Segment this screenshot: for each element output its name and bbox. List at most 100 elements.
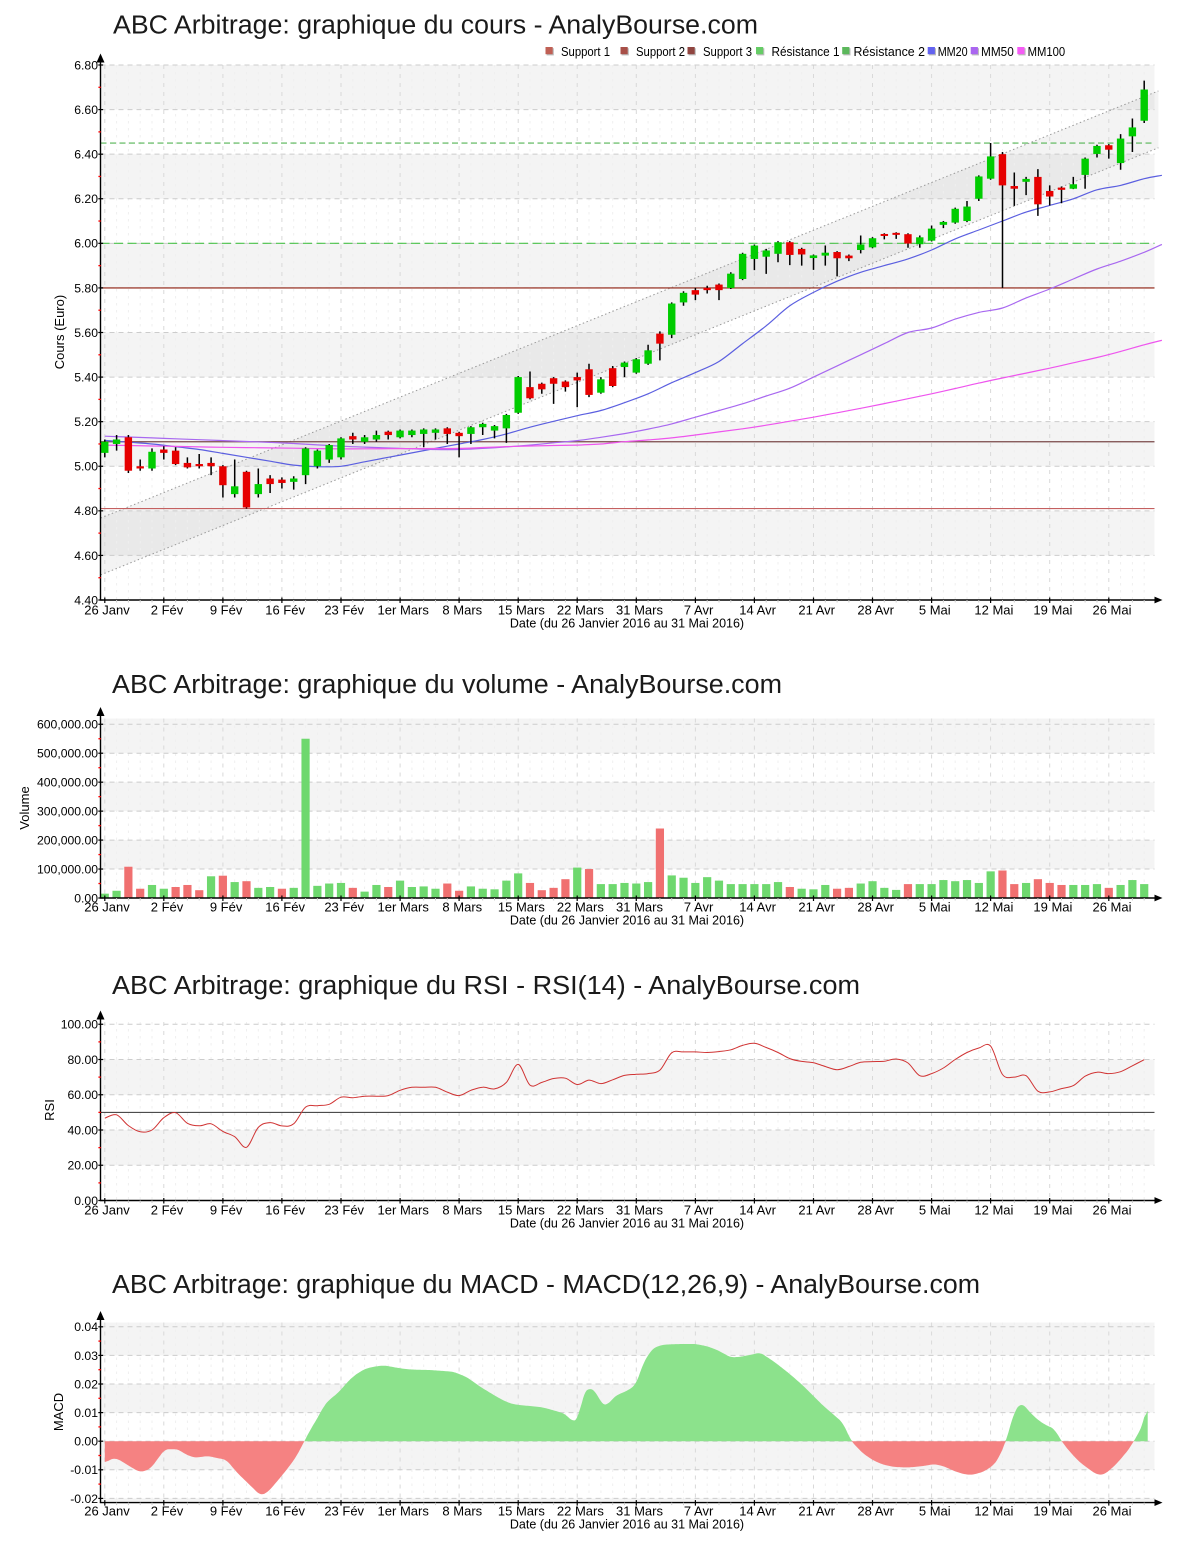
svg-text:14 Avr: 14 Avr bbox=[739, 1203, 776, 1218]
svg-text:5 Mai: 5 Mai bbox=[919, 900, 951, 915]
svg-text:80.00: 80.00 bbox=[68, 1053, 99, 1067]
svg-text:Date (du 26 Janvier 2016 au 31: Date (du 26 Janvier 2016 au 31 Mai 2016) bbox=[510, 1518, 744, 1532]
svg-text:15 Mars: 15 Mars bbox=[498, 900, 545, 915]
svg-text:9 Fév: 9 Fév bbox=[210, 900, 243, 915]
svg-text:6.00: 6.00 bbox=[74, 237, 98, 251]
svg-text:-0.02: -0.02 bbox=[70, 1492, 98, 1506]
svg-text:0.03: 0.03 bbox=[74, 1349, 98, 1363]
svg-text:26 Janv: 26 Janv bbox=[84, 603, 130, 618]
svg-text:23 Fév: 23 Fév bbox=[324, 900, 364, 915]
svg-text:500,000.00: 500,000.00 bbox=[37, 747, 98, 761]
svg-text:16 Fév: 16 Fév bbox=[265, 900, 305, 915]
svg-text:5 Mai: 5 Mai bbox=[919, 1504, 951, 1519]
svg-text:12 Mai: 12 Mai bbox=[974, 1504, 1013, 1519]
svg-text:26 Janv: 26 Janv bbox=[84, 1203, 130, 1218]
svg-text:5.80: 5.80 bbox=[74, 281, 98, 295]
svg-text:Support 2: Support 2 bbox=[636, 45, 685, 59]
svg-text:12 Mai: 12 Mai bbox=[974, 900, 1013, 915]
svg-text:21 Avr: 21 Avr bbox=[798, 603, 835, 618]
svg-text:31 Mars: 31 Mars bbox=[616, 900, 663, 915]
svg-text:ABC Arbitrage: graphique du MA: ABC Arbitrage: graphique du MACD - MACD(… bbox=[112, 1271, 980, 1299]
svg-text:2 Fév: 2 Fév bbox=[151, 1203, 184, 1218]
svg-text:6.40: 6.40 bbox=[74, 148, 98, 162]
svg-text:6.20: 6.20 bbox=[74, 192, 98, 206]
svg-text:19 Mai: 19 Mai bbox=[1033, 900, 1072, 915]
svg-text:23 Fév: 23 Fév bbox=[324, 1504, 364, 1519]
svg-text:15 Mars: 15 Mars bbox=[498, 603, 545, 618]
svg-text:22 Mars: 22 Mars bbox=[557, 1504, 604, 1519]
svg-text:600,000.00: 600,000.00 bbox=[37, 718, 98, 732]
svg-text:0.00: 0.00 bbox=[74, 1194, 98, 1208]
svg-text:16 Fév: 16 Fév bbox=[265, 603, 305, 618]
svg-text:31 Mars: 31 Mars bbox=[616, 1203, 663, 1218]
svg-text:1er Mars: 1er Mars bbox=[378, 603, 430, 618]
svg-text:2 Fév: 2 Fév bbox=[151, 603, 184, 618]
svg-text:300,000.00: 300,000.00 bbox=[37, 805, 98, 819]
svg-text:7 Avr: 7 Avr bbox=[684, 1203, 714, 1218]
svg-text:2 Fév: 2 Fév bbox=[151, 900, 184, 915]
svg-text:26 Janv: 26 Janv bbox=[84, 1504, 130, 1519]
svg-text:Volume: Volume bbox=[17, 786, 32, 829]
svg-text:ABC Arbitrage: graphique du co: ABC Arbitrage: graphique du cours - Anal… bbox=[113, 12, 758, 40]
svg-text:9 Fév: 9 Fév bbox=[210, 1203, 243, 1218]
svg-text:Date (du 26 Janvier 2016 au 31: Date (du 26 Janvier 2016 au 31 Mai 2016) bbox=[510, 1217, 744, 1231]
svg-text:Date (du 26 Janvier 2016 au 31: Date (du 26 Janvier 2016 au 31 Mai 2016) bbox=[510, 914, 744, 928]
svg-text:Résistance 1: Résistance 1 bbox=[772, 45, 840, 59]
svg-text:14 Avr: 14 Avr bbox=[739, 603, 776, 618]
svg-text:20.00: 20.00 bbox=[68, 1159, 99, 1173]
svg-text:5.00: 5.00 bbox=[74, 460, 98, 474]
svg-text:14 Avr: 14 Avr bbox=[739, 1504, 776, 1519]
svg-text:28 Avr: 28 Avr bbox=[857, 1504, 894, 1519]
svg-text:21 Avr: 21 Avr bbox=[798, 1203, 835, 1218]
svg-text:16 Fév: 16 Fév bbox=[265, 1504, 305, 1519]
svg-text:Date (du 26 Janvier 2016 au 31: Date (du 26 Janvier 2016 au 31 Mai 2016) bbox=[510, 617, 744, 631]
svg-text:22 Mars: 22 Mars bbox=[557, 1203, 604, 1218]
svg-text:6.80: 6.80 bbox=[74, 58, 98, 72]
svg-text:Résistance 2: Résistance 2 bbox=[854, 45, 926, 59]
svg-text:12 Mai: 12 Mai bbox=[974, 1203, 1013, 1218]
svg-text:31 Mars: 31 Mars bbox=[616, 603, 663, 618]
svg-text:8 Mars: 8 Mars bbox=[442, 1504, 482, 1519]
svg-text:16 Fév: 16 Fév bbox=[265, 1203, 305, 1218]
svg-text:200,000.00: 200,000.00 bbox=[37, 833, 98, 847]
svg-text:5 Mai: 5 Mai bbox=[919, 603, 951, 618]
svg-text:15 Mars: 15 Mars bbox=[498, 1203, 545, 1218]
svg-text:6.60: 6.60 bbox=[74, 103, 98, 117]
svg-text:26 Mai: 26 Mai bbox=[1092, 1504, 1131, 1519]
svg-text:60.00: 60.00 bbox=[68, 1088, 99, 1102]
svg-text:26 Mai: 26 Mai bbox=[1092, 603, 1131, 618]
svg-text:0.01: 0.01 bbox=[74, 1406, 98, 1420]
svg-text:22 Mars: 22 Mars bbox=[557, 900, 604, 915]
svg-text:MM50: MM50 bbox=[981, 45, 1014, 59]
svg-text:7 Avr: 7 Avr bbox=[684, 900, 714, 915]
svg-text:23 Fév: 23 Fév bbox=[324, 603, 364, 618]
svg-text:40.00: 40.00 bbox=[68, 1123, 99, 1137]
svg-text:5.60: 5.60 bbox=[74, 326, 98, 340]
svg-text:8 Mars: 8 Mars bbox=[442, 1203, 482, 1218]
svg-text:MM20: MM20 bbox=[938, 45, 968, 59]
svg-text:-0.01: -0.01 bbox=[70, 1463, 98, 1477]
svg-text:26 Janv: 26 Janv bbox=[84, 900, 130, 915]
svg-text:0.02: 0.02 bbox=[74, 1377, 98, 1391]
svg-text:0.04: 0.04 bbox=[74, 1320, 98, 1334]
svg-text:14 Avr: 14 Avr bbox=[739, 900, 776, 915]
svg-text:1er Mars: 1er Mars bbox=[378, 1203, 430, 1218]
svg-text:19 Mai: 19 Mai bbox=[1033, 603, 1072, 618]
svg-text:9 Fév: 9 Fév bbox=[210, 1504, 243, 1519]
svg-text:100.00: 100.00 bbox=[61, 1018, 98, 1032]
svg-text:26 Mai: 26 Mai bbox=[1092, 900, 1131, 915]
svg-text:5.40: 5.40 bbox=[74, 370, 98, 384]
svg-text:1er Mars: 1er Mars bbox=[378, 900, 430, 915]
svg-text:0.00: 0.00 bbox=[74, 891, 98, 905]
svg-text:0.00: 0.00 bbox=[74, 1435, 98, 1449]
svg-text:Support 3: Support 3 bbox=[703, 45, 752, 59]
svg-text:8 Mars: 8 Mars bbox=[442, 900, 482, 915]
svg-text:Cours (Euro): Cours (Euro) bbox=[52, 295, 67, 369]
svg-text:Support 1: Support 1 bbox=[561, 45, 610, 59]
svg-text:MM100: MM100 bbox=[1028, 45, 1066, 59]
svg-text:5 Mai: 5 Mai bbox=[919, 1203, 951, 1218]
svg-text:28 Avr: 28 Avr bbox=[857, 900, 894, 915]
svg-text:15 Mars: 15 Mars bbox=[498, 1504, 545, 1519]
svg-text:9 Fév: 9 Fév bbox=[210, 603, 243, 618]
svg-text:28 Avr: 28 Avr bbox=[857, 603, 894, 618]
